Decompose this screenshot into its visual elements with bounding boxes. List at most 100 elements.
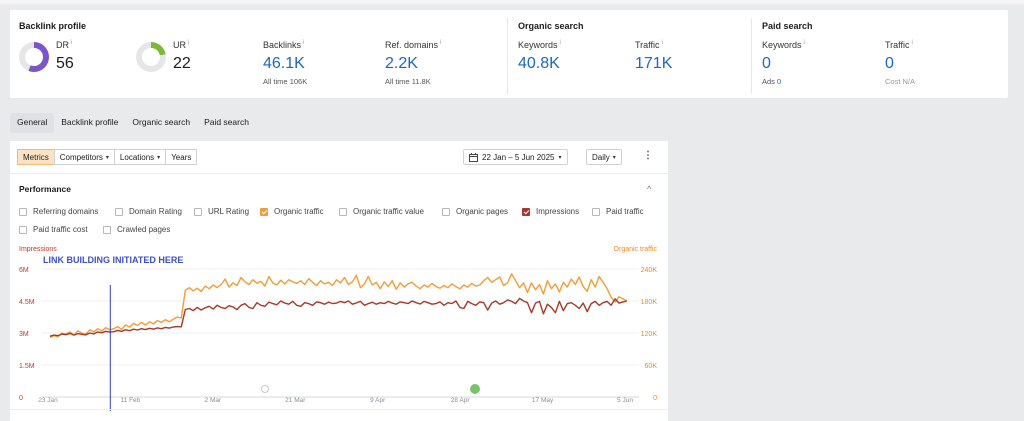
y-right-tick-label: 240K bbox=[641, 267, 658, 274]
checkbox-url-rating[interactable]: URL Rating bbox=[194, 207, 249, 216]
backlinks-alltime-value: 106K bbox=[289, 77, 308, 86]
info-icon[interactable]: i bbox=[661, 40, 663, 46]
granularity-dropdown[interactable]: Daily ▾ bbox=[586, 149, 622, 165]
y-left-tick-label: 6M bbox=[19, 267, 29, 274]
years-button[interactable]: Years bbox=[165, 149, 198, 165]
competitors-dropdown[interactable]: Competitors ▾ bbox=[53, 149, 115, 165]
organic-keywords-value[interactable]: 40.8K bbox=[518, 55, 560, 72]
checkbox-organic-traffic[interactable]: Organic traffic bbox=[260, 207, 324, 216]
checkbox-box[interactable] bbox=[339, 207, 347, 216]
info-icon[interactable]: i bbox=[803, 40, 805, 46]
metrics-button[interactable]: Metrics bbox=[17, 149, 55, 165]
paid-traffic-value[interactable]: 0 bbox=[885, 55, 894, 72]
checkbox-paid-traffic-cost[interactable]: Paid traffic cost bbox=[19, 225, 88, 234]
y-right-tick-label: 180K bbox=[641, 299, 658, 306]
section-divider bbox=[507, 18, 508, 94]
x-tick-label: 11 Feb bbox=[121, 397, 141, 404]
checkbox-label: Domain Rating bbox=[129, 207, 182, 216]
chevron-down-icon: ▾ bbox=[558, 154, 562, 161]
checkbox-box[interactable] bbox=[19, 207, 27, 216]
checkbox-box[interactable] bbox=[522, 207, 530, 216]
collapse-chevron-icon[interactable]: ^ bbox=[647, 184, 652, 194]
y-right-tick-label: 0 bbox=[653, 395, 657, 402]
x-tick-label: 2 Mar bbox=[205, 397, 222, 404]
checkbox-paid-traffic[interactable]: Paid traffic bbox=[592, 207, 644, 216]
tab-general[interactable]: General bbox=[10, 113, 55, 133]
checkbox-box[interactable] bbox=[592, 207, 600, 216]
ur-metric[interactable]: UR i 22 bbox=[173, 40, 191, 73]
organic-search-title: Organic search bbox=[518, 21, 584, 31]
checkbox-label: Crawled pages bbox=[117, 225, 171, 234]
tab-bar: General Backlink profile Organic search … bbox=[10, 113, 256, 133]
performance-card: Metrics Competitors ▾ Locations ▾ Years 22… bbox=[10, 141, 668, 421]
metrics-label: Metrics bbox=[23, 152, 49, 162]
y-right-tick-label: 60K bbox=[645, 363, 658, 370]
locations-dropdown[interactable]: Locations ▾ bbox=[113, 149, 167, 165]
chevron-down-icon: ▾ bbox=[157, 154, 161, 161]
checkbox-box[interactable] bbox=[103, 225, 111, 234]
checkbox-box[interactable] bbox=[442, 207, 450, 216]
info-icon[interactable]: i bbox=[188, 40, 190, 46]
ref-domains-alltime-label: All time bbox=[385, 77, 410, 86]
x-tick-label: 28 Apr bbox=[451, 397, 471, 404]
summary-card: Backlink profile DR i 56 UR i 22 Backlinks… bbox=[10, 10, 1008, 98]
series-line-impressions bbox=[49, 297, 628, 337]
backlinks-metric[interactable]: Backlinks i 46.1K All time 106K bbox=[263, 40, 307, 86]
annotation-label: LINK BUILDING INITIATED HERE bbox=[43, 255, 183, 265]
checkbox-box[interactable] bbox=[19, 225, 27, 234]
y-left-tick-label: 3M bbox=[19, 331, 29, 338]
checkbox-box[interactable] bbox=[194, 207, 202, 216]
info-icon[interactable]: i bbox=[559, 40, 561, 46]
more-options-icon[interactable]: ⋮ bbox=[643, 150, 653, 161]
section-divider bbox=[751, 18, 752, 94]
backlinks-label: Backlinks bbox=[263, 40, 302, 50]
ref-domains-value[interactable]: 2.2K bbox=[385, 55, 418, 72]
organic-traffic-value[interactable]: 171K bbox=[635, 55, 673, 72]
ref-domains-metric[interactable]: Ref. domains i 2.2K All time 11.8K bbox=[385, 40, 441, 86]
chevron-down-icon: ▾ bbox=[105, 154, 109, 161]
organic-keywords-label: Keywords bbox=[518, 40, 558, 50]
checkbox-box[interactable] bbox=[115, 207, 123, 216]
ur-label: UR bbox=[173, 40, 186, 50]
info-icon[interactable]: i bbox=[303, 40, 305, 46]
checkbox-organic-traffic-value[interactable]: Organic traffic value bbox=[339, 207, 424, 216]
info-icon[interactable]: i bbox=[911, 40, 913, 46]
y-left-tick-label: 1.5M bbox=[19, 363, 35, 370]
date-range-label: 22 Jan – 5 Jun 2025 bbox=[482, 152, 555, 162]
ref-domains-label: Ref. domains bbox=[385, 40, 439, 50]
paid-keywords-value[interactable]: 0 bbox=[762, 55, 771, 72]
date-range-picker[interactable]: 22 Jan – 5 Jun 2025 ▾ bbox=[463, 149, 568, 165]
tab-organic-search[interactable]: Organic search bbox=[132, 117, 191, 127]
tab-backlink-profile[interactable]: Backlink profile bbox=[61, 117, 119, 127]
x-tick-label: 23 Jan bbox=[38, 397, 58, 404]
cost-value: N/A bbox=[902, 77, 916, 86]
checkbox-referring-domains[interactable]: Referring domains bbox=[19, 207, 98, 216]
checkbox-domain-rating[interactable]: Domain Rating bbox=[115, 207, 182, 216]
chart-toolbar: Metrics Competitors ▾ Locations ▾ Years bbox=[17, 149, 198, 165]
checkbox-label: Paid traffic cost bbox=[33, 225, 88, 234]
ads-value[interactable]: 0 bbox=[777, 77, 782, 86]
backlinks-value[interactable]: 46.1K bbox=[263, 55, 305, 72]
checkbox-label: Organic traffic value bbox=[353, 207, 424, 216]
tab-paid-search[interactable]: Paid search bbox=[204, 117, 249, 127]
paid-traffic-label: Traffic bbox=[885, 40, 910, 50]
organic-traffic-metric[interactable]: Traffic i 171K bbox=[635, 40, 672, 73]
performance-chart[interactable]: Impressions Organic traffic 6M 240K 4.5M 180K… bbox=[10, 241, 668, 411]
paid-keywords-metric[interactable]: Keywords i 0 Ads 0 bbox=[762, 40, 805, 86]
checkbox-label: Paid traffic bbox=[606, 207, 644, 216]
dr-value: 56 bbox=[56, 55, 74, 72]
checkbox-organic-pages[interactable]: Organic pages bbox=[442, 207, 508, 216]
checkbox-box[interactable] bbox=[260, 207, 268, 216]
dr-donut-icon bbox=[19, 42, 49, 72]
ur-value: 22 bbox=[173, 55, 191, 72]
dr-metric[interactable]: DR i 56 bbox=[56, 40, 74, 73]
checkbox-crawled-pages[interactable]: Crawled pages bbox=[103, 225, 170, 234]
right-axis-title: Organic traffic bbox=[614, 246, 658, 253]
info-icon[interactable]: i bbox=[71, 40, 73, 46]
paid-traffic-metric[interactable]: Traffic i 0 Cost N/A bbox=[885, 40, 915, 86]
granularity-label: Daily bbox=[592, 152, 610, 162]
info-icon[interactable]: i bbox=[440, 40, 442, 46]
organic-keywords-metric[interactable]: Keywords i 40.8K bbox=[518, 40, 561, 73]
paid-search-title: Paid search bbox=[762, 21, 813, 31]
checkbox-impressions[interactable]: Impressions bbox=[522, 207, 579, 216]
